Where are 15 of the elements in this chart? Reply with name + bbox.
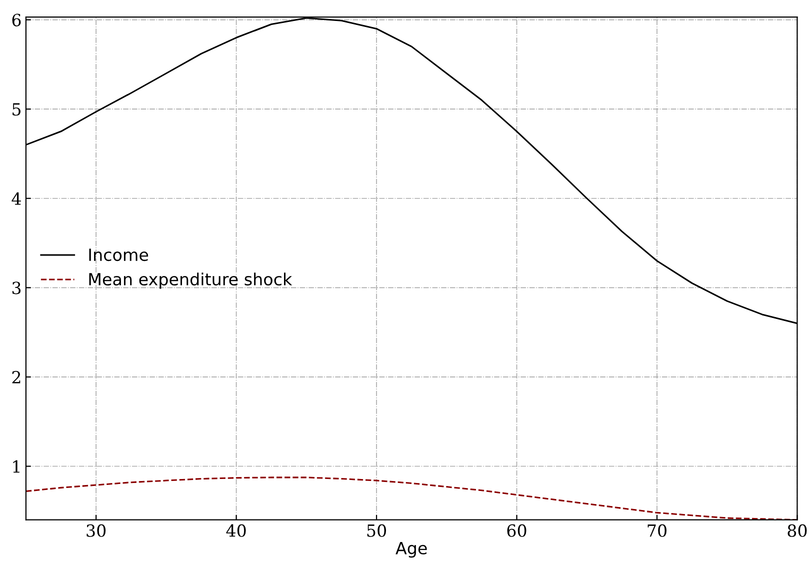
x-tick-label: 30 (86, 524, 106, 537)
x-tick-label: 50 (367, 524, 386, 537)
x-tick-label: 40 (226, 524, 246, 537)
legend-label: Income (89, 248, 148, 262)
y-tick-label: 2 (12, 370, 20, 384)
x-tick-label: 60 (507, 524, 526, 537)
x-tick-label: 80 (788, 524, 807, 537)
y-tick-label: 4 (12, 192, 21, 205)
y-tick-label: 3 (12, 282, 21, 294)
y-tick-label: 6 (12, 14, 21, 26)
x-axis-title: Age (396, 542, 427, 558)
y-tick-label: 5 (12, 103, 20, 116)
x-tick-label: 70 (648, 524, 666, 537)
legend-label: Mean expenditure shock (89, 272, 292, 289)
y-tick-label: 1 (13, 460, 20, 473)
